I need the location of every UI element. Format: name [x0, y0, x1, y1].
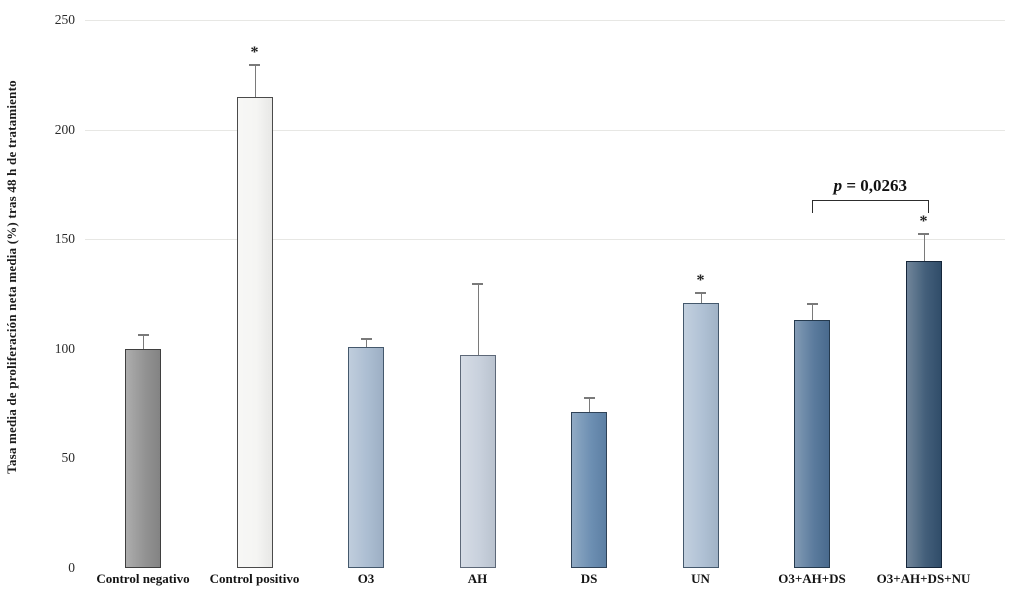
category-label: O3+AH+DS+NU: [876, 571, 971, 586]
category-label: UN: [691, 571, 710, 586]
bar: [682, 302, 719, 568]
y-tick-label: 0: [68, 560, 75, 575]
p-value-text: = 0,0263: [842, 176, 908, 195]
category-label: Control positivo: [209, 571, 300, 586]
bar: [125, 348, 161, 568]
error-bar-cap: [918, 232, 929, 235]
bar: [459, 355, 496, 568]
significance-asterisk: *: [919, 212, 928, 230]
error-bar-cap: [472, 283, 483, 285]
y-tick-label: 200: [54, 121, 75, 137]
p-symbol: p: [833, 176, 843, 195]
error-bar-line: [254, 63, 256, 97]
error-bar-line: [589, 397, 590, 413]
y-tick-label: 100: [54, 340, 75, 356]
category-label: DS: [580, 571, 598, 586]
significance-asterisk: *: [696, 271, 705, 289]
p-value-annotation: p = 0,0263: [834, 176, 907, 196]
error-bar-cap: [583, 397, 595, 399]
category-label: O3+AH+DS: [778, 571, 846, 586]
error-bar-cap: [137, 333, 149, 336]
bar: [571, 412, 607, 568]
significance-asterisk: *: [250, 43, 259, 61]
bar: [348, 346, 384, 568]
error-bar-line: [812, 302, 813, 321]
gridline: [85, 129, 1005, 131]
y-tick-label: 50: [61, 450, 76, 466]
error-bar-line: [477, 283, 479, 356]
gridline: [85, 239, 1005, 241]
error-bar-cap: [249, 63, 260, 66]
y-axis-title: Tasa media de proliferación neta media (…: [4, 80, 19, 474]
bar: [236, 96, 273, 568]
category-label: Control negativo: [96, 571, 190, 586]
error-bar-line: [366, 337, 367, 347]
error-bar-cap: [806, 302, 818, 305]
y-tick-label: 250: [54, 12, 75, 27]
error-bar-cap: [360, 337, 372, 340]
y-tick-label: 150: [54, 231, 75, 247]
category-label: AH: [467, 571, 488, 586]
error-bar-line: [923, 232, 925, 262]
error-bar-line: [143, 333, 144, 349]
category-label: O3: [357, 571, 375, 586]
gridline: [85, 20, 1005, 21]
error-bar-line: [700, 291, 702, 303]
bar: [905, 261, 942, 568]
significance-bracket: [812, 200, 929, 213]
bar: [794, 320, 830, 568]
error-bar-cap: [695, 291, 706, 294]
